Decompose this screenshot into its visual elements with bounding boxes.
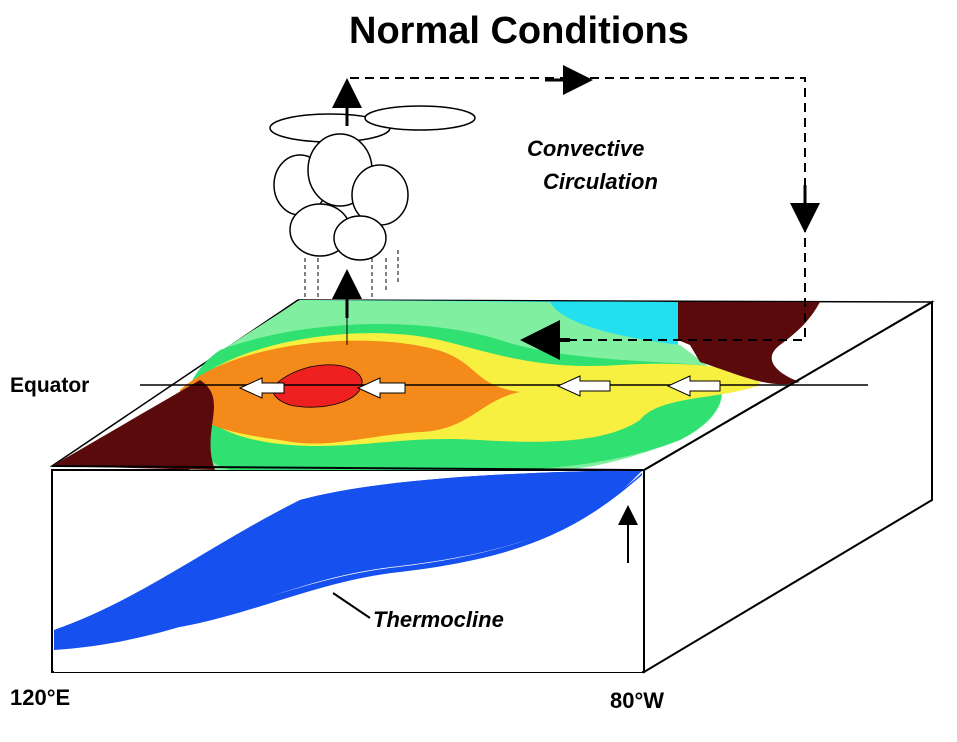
convective-label-line2: Circulation — [543, 169, 658, 194]
land-east — [678, 302, 820, 385]
thermocline-pointer — [332, 592, 371, 619]
trade-wind-arrow — [666, 375, 721, 397]
trade-wind-arrow — [356, 377, 406, 399]
trade-wind-arrow — [556, 375, 611, 397]
convective-label-line1: Convective — [527, 136, 645, 161]
cumulus-cloud — [269, 105, 476, 261]
west-longitude-label: 120°E — [10, 685, 71, 710]
rain-streaks — [304, 250, 399, 300]
page-title: Normal Conditions — [349, 10, 689, 52]
subsurface-white-band — [54, 475, 642, 672]
box-outline — [51, 301, 933, 472]
equator-label: Equator — [10, 374, 90, 397]
land-west — [52, 380, 215, 470]
east-longitude-label: 80°W — [610, 688, 665, 713]
thermocline-wedge — [54, 470, 642, 650]
trade-wind-arrow — [238, 377, 285, 399]
thermocline-label: Thermocline — [373, 607, 504, 632]
sst-band-warmest — [272, 364, 363, 408]
